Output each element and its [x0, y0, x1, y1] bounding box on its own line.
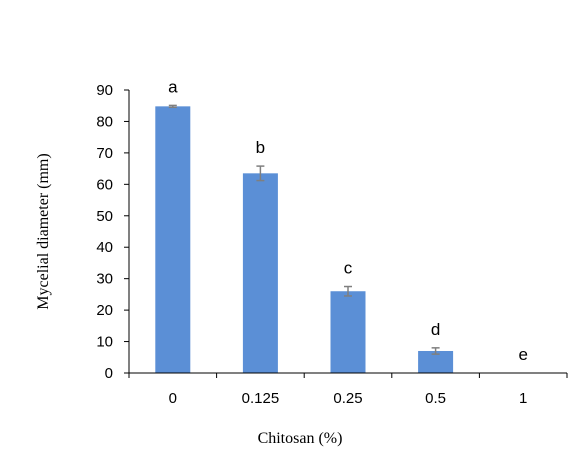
x-tick-label: 0.25 [333, 390, 362, 407]
significance-letter: b [256, 138, 265, 157]
y-tick-label: 90 [96, 82, 113, 99]
bar [418, 350, 454, 373]
x-tick-label: 0.125 [242, 390, 280, 407]
y-tick-label: 80 [96, 113, 113, 130]
significance-letter: e [518, 345, 527, 364]
y-tick-label: 30 [96, 271, 113, 288]
y-axis-ticks: 0 10 20 30 40 50 60 70 80 90 [96, 82, 129, 382]
significance-letter: c [344, 259, 353, 278]
y-tick-label: 40 [96, 239, 113, 256]
significance-letter: a [168, 77, 178, 96]
y-axis-title: Mycelial diameter (mm) [35, 153, 52, 309]
error-bars [168, 104, 440, 355]
bar [155, 106, 191, 374]
y-tick-label: 50 [96, 208, 113, 225]
x-axis-title: Chitosan (%) [258, 430, 343, 447]
y-tick-label: 60 [96, 176, 113, 193]
x-tick-label: 0.5 [425, 390, 446, 407]
x-tick-label: 1 [519, 390, 527, 407]
bar [330, 291, 366, 373]
significance-letter: d [431, 320, 440, 339]
y-tick-label: 70 [96, 145, 113, 162]
y-tick-label: 0 [105, 365, 113, 382]
significance-letters: a b c d e [168, 77, 528, 364]
y-tick-label: 20 [96, 302, 113, 319]
bars [155, 106, 454, 374]
bar [242, 173, 278, 373]
x-axis-ticks: 0 0.125 0.25 0.5 1 [128, 373, 568, 407]
x-tick-label: 0 [169, 390, 177, 407]
y-tick-label: 10 [96, 334, 113, 351]
